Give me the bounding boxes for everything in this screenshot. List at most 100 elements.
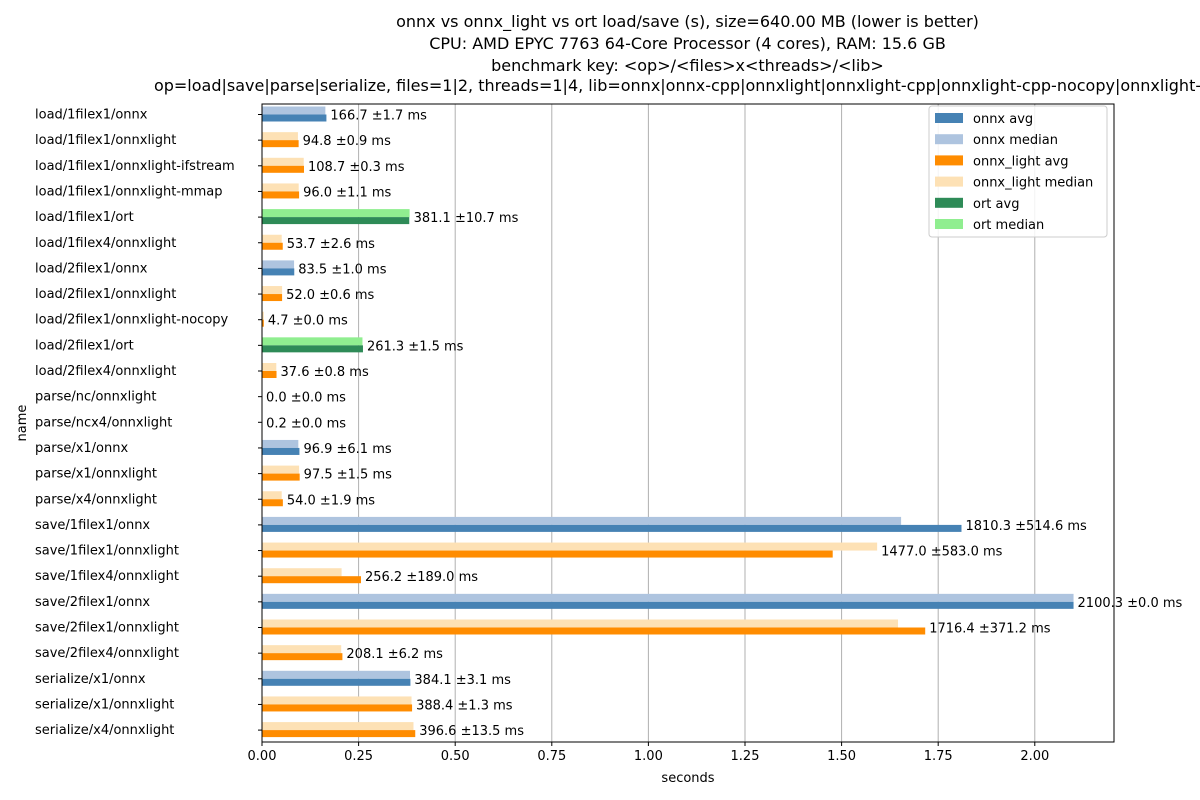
legend-swatch	[935, 219, 963, 229]
bar-avg	[262, 576, 361, 584]
x-tick-label: 1.50	[827, 749, 856, 764]
bar-value-label: 97.5 ±1.5 ms	[304, 468, 392, 483]
bar-value-label: 94.8 ±0.9 ms	[303, 134, 391, 149]
bar-median	[262, 337, 363, 346]
bar-value-label: 256.2 ±189.0 ms	[365, 570, 478, 585]
bar-value-label: 108.7 ±0.3 ms	[308, 160, 405, 175]
bar-avg	[262, 140, 299, 148]
bar-median	[262, 286, 283, 295]
legend: onnx avg onnx median onnx_light avg onnx_li…	[928, 105, 1108, 238]
bar-value-label: 1477.0 ±583.0 ms	[881, 545, 1003, 560]
bar-value-label: 53.7 ±2.6 ms	[287, 237, 375, 252]
y-tick-label: save/2filex1/onnxlight	[35, 621, 179, 636]
bar-median	[262, 619, 899, 628]
bar-value-label: 381.1 ±10.7 ms	[414, 211, 519, 226]
bar-median	[262, 260, 295, 269]
bar-median	[262, 670, 410, 679]
bar-median	[262, 106, 326, 115]
bar-median	[262, 722, 414, 731]
bar-value-label: 2100.3 ±0.0 ms	[1078, 596, 1183, 611]
x-axis-label: seconds	[661, 771, 714, 786]
y-tick-label: load/2filex1/onnxlight	[35, 287, 176, 302]
x-tick-labels: 0.00 0.25 0.50 0.75 1.00 1.25 1.50 1.75 2.00	[248, 742, 1049, 764]
bar-value-label: 1716.4 ±371.2 ms	[929, 622, 1051, 637]
bar-value-label: 1810.3 ±514.6 ms	[965, 519, 1087, 534]
bar-median	[262, 363, 277, 371]
bar-median	[262, 465, 300, 474]
y-tick-label: load/1filex4/onnxlight	[35, 236, 176, 251]
bar-median	[262, 645, 342, 654]
bar-value-label: 396.6 ±13.5 ms	[419, 724, 524, 739]
bar-avg	[262, 217, 410, 225]
bar-median	[262, 157, 304, 166]
y-tick-label: save/1filex1/onnx	[35, 518, 150, 533]
bar-avg	[262, 447, 300, 455]
bar-value-label: 96.0 ±1.1 ms	[303, 185, 391, 200]
y-tick-label: load/2filex4/onnxlight	[35, 364, 176, 379]
legend-entry: onnx_light median	[973, 176, 1093, 191]
x-tick-label: 0.75	[537, 749, 566, 764]
x-tick-label: 1.25	[731, 749, 760, 764]
bar-avg	[262, 499, 283, 507]
x-tick-label: 2.00	[1020, 749, 1049, 764]
bar-avg	[262, 524, 962, 532]
bar-avg	[262, 294, 283, 302]
chart-title-line-3: benchmark key: <op>/<files>x<threads>/<l…	[491, 56, 884, 75]
legend-entry: onnx median	[973, 133, 1058, 148]
x-tick-label: 0.00	[248, 749, 277, 764]
y-tick-label: load/2filex1/onnxlight-nocopy	[35, 313, 229, 328]
legend-entry: onnx_light avg	[973, 154, 1068, 169]
bar-median	[262, 132, 298, 141]
bar-median	[262, 209, 410, 218]
y-tick-label: parse/x4/onnxlight	[35, 492, 157, 507]
y-tick-label: serialize/x4/onnxlight	[35, 723, 174, 738]
bar-avg	[262, 268, 295, 276]
bar-median	[262, 542, 878, 551]
y-tick-label: load/1filex1/onnxlight-mmap	[35, 184, 223, 199]
bar-avg	[262, 627, 926, 635]
bar-median	[262, 439, 299, 448]
y-tick-label: save/2filex4/onnxlight	[35, 646, 179, 661]
bar-median	[262, 311, 264, 320]
bar-avg	[262, 345, 363, 353]
y-tick-labels: load/1filex1/onnx load/1filex1/onnxlight l…	[35, 108, 262, 738]
legend-swatch	[935, 155, 963, 166]
y-tick-label: load/1filex1/onnxlight	[35, 133, 176, 148]
bar-median	[262, 696, 412, 705]
y-tick-label: load/2filex1/onnx	[35, 261, 148, 276]
bar-avg	[262, 653, 343, 661]
chart-title-line-4: op=load|save|parse|serialize, files=1|2,…	[153, 76, 1200, 95]
y-tick-label: save/1filex4/onnxlight	[35, 569, 179, 584]
bar-value-label: 384.1 ±3.1 ms	[414, 673, 511, 688]
bar-avg	[262, 114, 327, 122]
y-tick-label: serialize/x1/onnx	[35, 672, 146, 687]
chart-title-line-1: onnx vs onnx_light vs ort load/save (s),…	[396, 12, 979, 31]
bar-avg	[262, 371, 277, 378]
y-tick-label: load/2filex1/ort	[35, 338, 134, 353]
bar-avg	[262, 730, 416, 738]
bar-avg	[262, 165, 305, 173]
bar-median	[262, 516, 902, 525]
bar-value-label: 83.5 ±1.0 ms	[298, 262, 386, 277]
y-tick-label: serialize/x1/onnxlight	[35, 697, 174, 712]
legend-box	[928, 105, 1108, 238]
bars	[262, 106, 1074, 738]
legend-swatch	[935, 113, 963, 123]
y-tick-label: save/1filex1/onnxlight	[35, 544, 179, 559]
plot-frame	[261, 103, 1115, 743]
legend-swatch	[935, 134, 963, 145]
bar-avg	[262, 319, 264, 327]
bar-value-label: 166.7 ±1.7 ms	[330, 109, 427, 124]
y-tick-label: load/1filex1/ort	[35, 210, 134, 225]
bar-value-label: 0.0 ±0.0 ms	[266, 391, 346, 406]
legend-entry: ort median	[973, 218, 1044, 233]
bar-median	[262, 234, 282, 243]
bar-value-label: 261.3 ±1.5 ms	[367, 339, 464, 354]
y-tick-label: parse/x1/onnxlight	[35, 467, 157, 482]
bar-median	[262, 183, 299, 192]
legend-swatch	[935, 197, 963, 208]
bar-median	[262, 491, 282, 500]
x-tick-label: 1.00	[634, 749, 663, 764]
bar-value-label: 54.0 ±1.9 ms	[287, 493, 375, 508]
